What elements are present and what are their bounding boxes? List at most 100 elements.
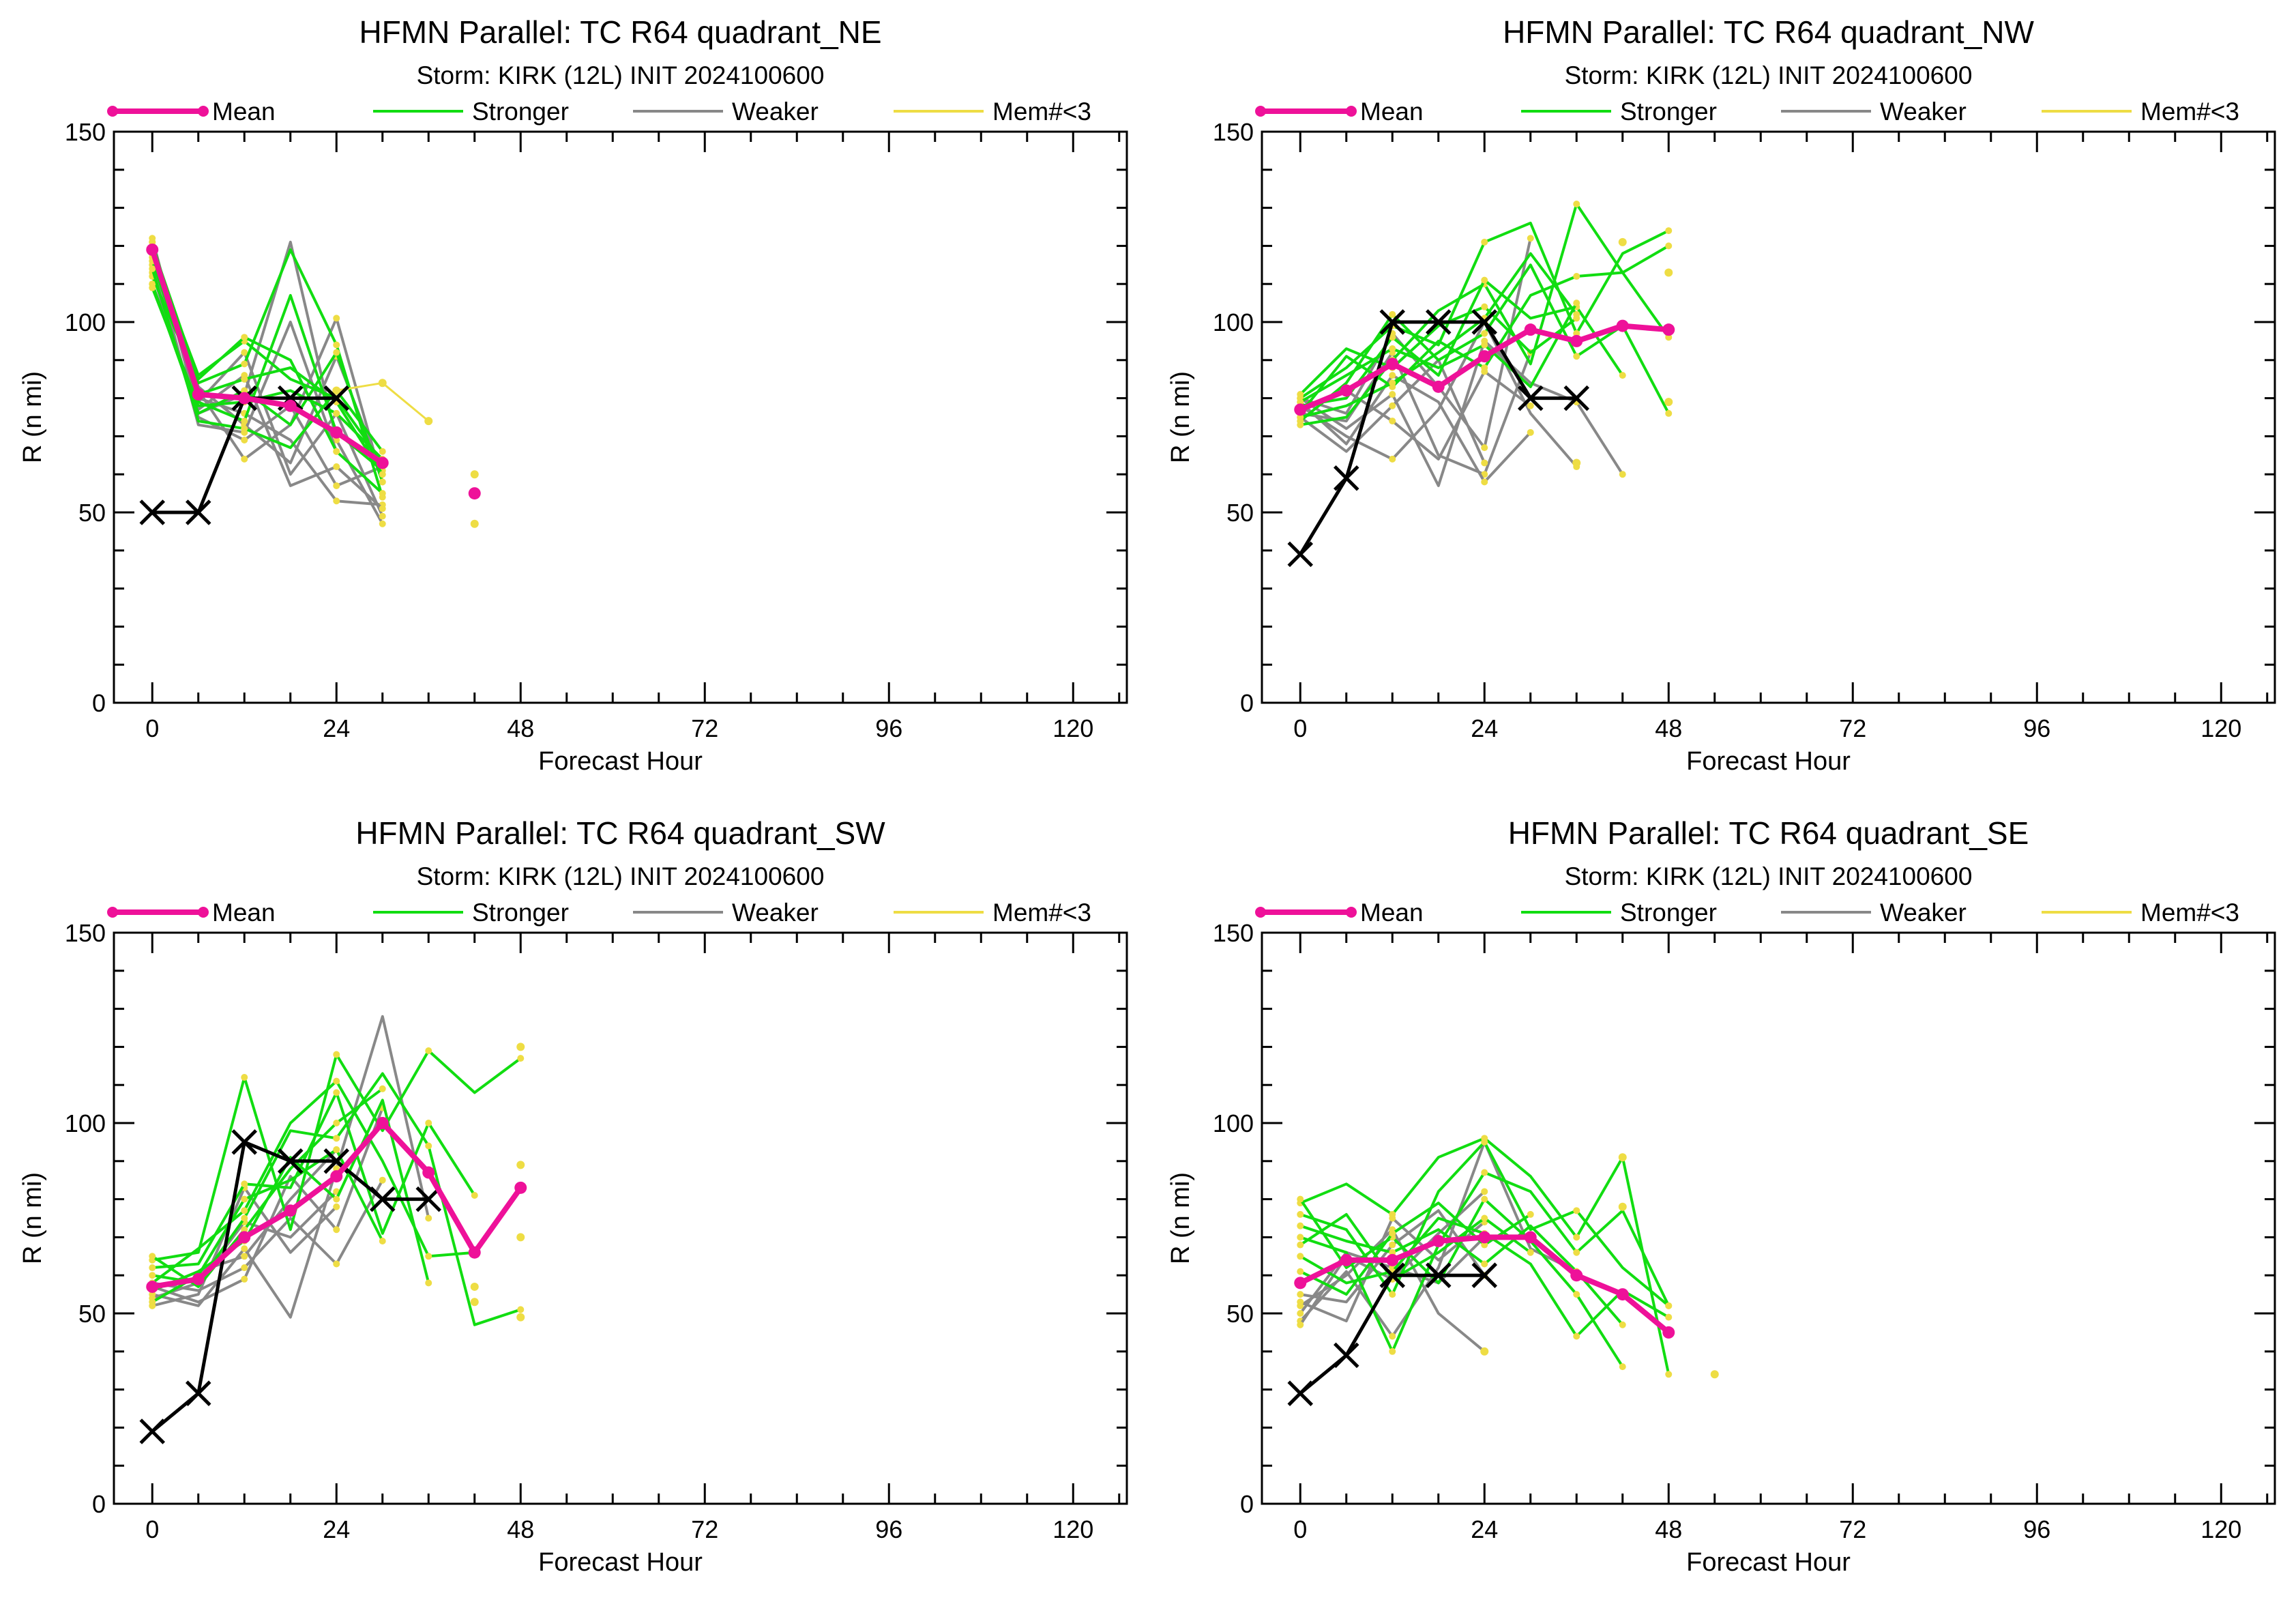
mean-point [1616, 319, 1629, 332]
member-point [1573, 273, 1580, 280]
member-point [241, 375, 248, 383]
series-best-track [139, 385, 350, 525]
member-point [333, 315, 340, 322]
few-members-point [1664, 398, 1673, 407]
member-point [1665, 242, 1673, 250]
stronger-member-line [151, 1098, 430, 1292]
legend-marker [1346, 106, 1357, 117]
plot-frame [1261, 931, 2276, 1505]
member-point [1573, 1332, 1580, 1340]
member-point [1481, 459, 1488, 467]
legend-item-stronger: Stronger [1521, 98, 1717, 126]
legend-item-mem3: Mem#<3 [2042, 98, 2239, 126]
y-tick-label: 50 [78, 499, 106, 527]
member-point [379, 1237, 386, 1244]
member-point [241, 1264, 248, 1272]
chart-subtitle: Storm: KIRK (12L) INIT 2024100600 [1565, 61, 1973, 89]
x-tick-label: 72 [691, 714, 718, 742]
series-mean [146, 1117, 527, 1293]
mean-point [376, 456, 389, 469]
legend: Mean Stronger Weaker Mem#<3 [107, 899, 1091, 927]
member-point [333, 1146, 340, 1154]
member-point [333, 1120, 340, 1126]
member-point [1481, 478, 1488, 486]
best-track-marker [1333, 465, 1359, 491]
mean-point [422, 1166, 435, 1179]
plot-frame [1261, 130, 2276, 704]
legend-item-mem3: Mem#<3 [2042, 899, 2239, 927]
member-point [1527, 1249, 1534, 1256]
series-mean [1294, 319, 1675, 416]
member-point [333, 1135, 340, 1142]
legend-item-mean: Mean [1255, 899, 1424, 927]
mean-point [514, 1181, 527, 1194]
y-tick-label: 0 [1240, 689, 1254, 717]
member-point [1481, 1138, 1488, 1146]
mean-point [1340, 384, 1353, 397]
few-members-point [516, 1313, 525, 1322]
plot-data [1287, 201, 1675, 568]
y-tick-label: 100 [65, 1109, 106, 1137]
member-point [1389, 1241, 1396, 1249]
member-point [149, 1253, 156, 1260]
member-point [1389, 402, 1396, 409]
legend-item-weaker: Weaker [633, 899, 819, 927]
x-tick-label: 0 [1293, 1515, 1307, 1543]
legend-label: Stronger [472, 899, 569, 927]
member-point [241, 1226, 248, 1234]
member-point [1527, 428, 1534, 436]
best-track-marker [1517, 385, 1544, 411]
legend-marker [1255, 106, 1266, 117]
member-point [1573, 310, 1580, 318]
stronger-member-line [1299, 1224, 1624, 1326]
best-track-marker [231, 1129, 258, 1155]
ticks [114, 931, 1127, 1505]
y-tick-label: 100 [1213, 308, 1254, 336]
chart-panel-2: HFMN Parallel: TC R64 quadrant_NW Storm: … [1166, 14, 2276, 776]
few-members-point [516, 1161, 525, 1169]
mean-point [1616, 1288, 1629, 1301]
x-axis-label: Forecast Hour [538, 747, 703, 776]
plot-data [1287, 1135, 1719, 1406]
member-point [333, 448, 340, 455]
x-tick-label: 120 [1053, 1515, 1093, 1543]
mean-point [238, 1231, 251, 1244]
weaker-member-line [1299, 374, 1532, 484]
weaker-member-line [1299, 1140, 1578, 1338]
member-point [1297, 1210, 1304, 1218]
ticks [1262, 931, 2275, 1505]
member-point [1297, 1253, 1304, 1260]
mean-point [468, 1246, 481, 1259]
member-point [149, 284, 156, 291]
member-point [1619, 471, 1626, 478]
y-tick-label: 150 [65, 118, 106, 146]
mean-point [1340, 1253, 1353, 1266]
best-track-marker [185, 1380, 211, 1406]
legend-label: Weaker [732, 98, 819, 126]
x-tick-label: 96 [875, 714, 902, 742]
few-members-point [332, 386, 341, 395]
series-few-members [470, 1043, 525, 1322]
best-track-marker [415, 1186, 442, 1212]
member-point [379, 505, 386, 512]
member-point [517, 1055, 525, 1062]
member-point [149, 1298, 156, 1306]
legend-marker [1255, 907, 1266, 918]
few-members-point [1618, 1202, 1627, 1211]
member-point [1481, 1188, 1488, 1195]
mean-point [376, 1117, 389, 1129]
member-point [379, 520, 386, 527]
few-members-point [424, 417, 433, 426]
stronger-member-line [151, 245, 384, 495]
best-track-marker [277, 1148, 304, 1174]
series-few-members [1480, 1153, 1719, 1379]
chart-subtitle: Storm: KIRK (12L) INIT 2024100600 [417, 862, 825, 890]
mean-line [149, 248, 385, 465]
legend-item-weaker: Weaker [1781, 899, 1967, 927]
x-tick-label: 24 [1471, 714, 1498, 742]
member-point [333, 1203, 340, 1210]
member-point [1573, 300, 1580, 307]
member-point [241, 1245, 248, 1253]
x-tick-label: 96 [875, 1515, 902, 1543]
mean-point [1478, 1231, 1491, 1244]
